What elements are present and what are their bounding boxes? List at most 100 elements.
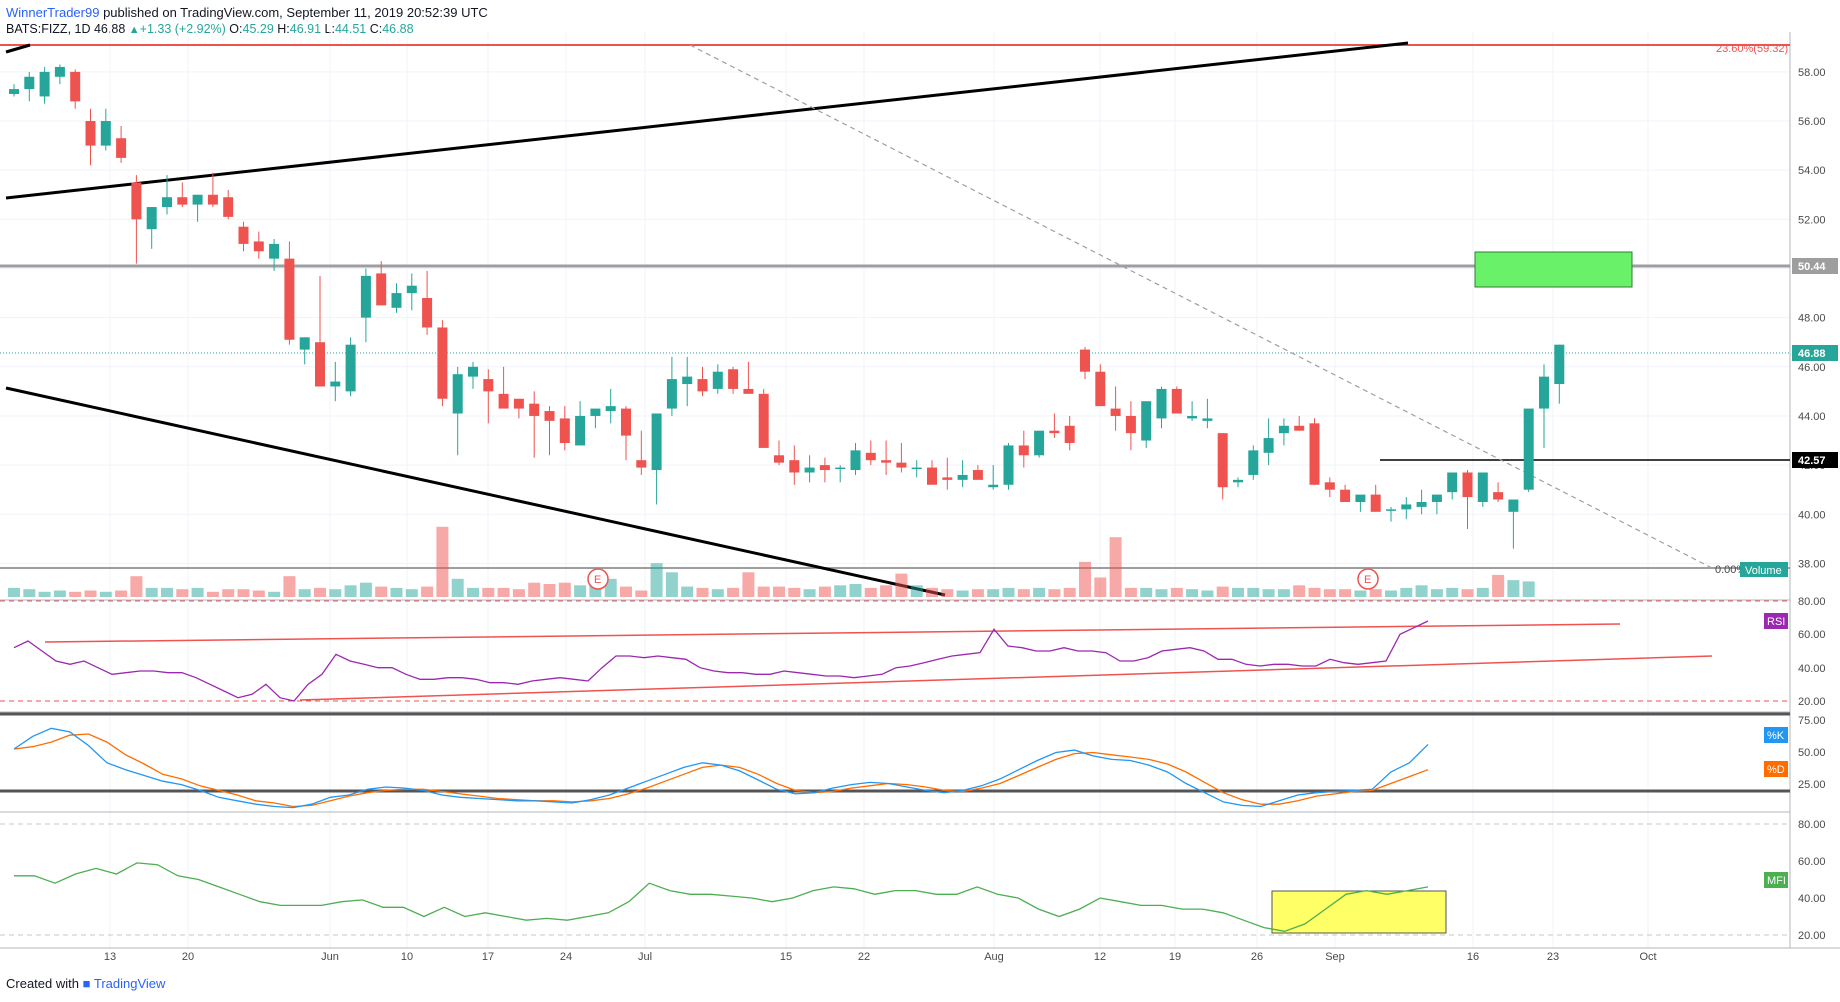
mfi-highlight-box: [1271, 890, 1447, 934]
volume-bar: [436, 526, 449, 597]
candle-body: [223, 197, 234, 217]
candle-body: [697, 379, 708, 392]
volume-bar: [818, 586, 831, 597]
mfi-badge-label: MFI: [1767, 875, 1786, 887]
volume-bar: [1492, 574, 1505, 597]
volume-bar: [1400, 587, 1413, 597]
date-tick-label: Aug: [984, 951, 1004, 963]
volume-bar: [482, 587, 495, 597]
candle-body: [1141, 401, 1152, 441]
volume-bar: [880, 585, 893, 597]
date-axis[interactable]: 13 20 Jun 10 17 24 Jul 15 22 Aug 12 19 26 Sep 16 23 Oct: [104, 951, 1657, 963]
candle-body: [1370, 494, 1381, 512]
price-tick-label: 56.00: [1798, 116, 1826, 128]
volume-bar: [451, 578, 464, 597]
candle-body: [804, 467, 815, 473]
author-link[interactable]: WinnerTrader99: [6, 5, 100, 20]
candle-body: [1539, 376, 1549, 409]
candlestick-series: [9, 64, 1565, 549]
volume-bar: [1063, 587, 1076, 597]
candle-body: [1110, 408, 1121, 416]
footer: Created with ■ TradingView: [6, 976, 165, 991]
candle-body: [315, 342, 325, 387]
price-tick-label: 48.00: [1798, 313, 1826, 325]
candle-body: [621, 408, 631, 436]
last-price: 46.88: [93, 22, 126, 36]
tradingview-logo-icon: ■: [82, 976, 91, 991]
rsi-pane[interactable]: [0, 600, 1790, 702]
volume-bar: [252, 590, 265, 597]
upper-trendline: [5, 41, 1409, 200]
volume-bar: [390, 587, 403, 597]
level-tag: [1792, 452, 1838, 468]
trend-lines[interactable]: [5, 41, 1713, 597]
rsi-line: [13, 620, 1429, 702]
candle-body: [422, 297, 433, 328]
candle-body: [131, 182, 142, 220]
candle-body: [1401, 504, 1412, 510]
volume-bar: [1461, 589, 1474, 597]
volume-bar: [375, 586, 388, 597]
candle-body: [988, 484, 999, 488]
lower-trendline: [5, 386, 946, 597]
price-tags: 50.44 46.88 42.57: [1792, 258, 1838, 468]
resistance-tag-label: 50.44: [1798, 261, 1826, 273]
price-tick-label: 44.00: [1798, 411, 1826, 423]
candle-body: [192, 194, 203, 205]
volume-bar: [1476, 587, 1489, 597]
candle-body: [1187, 415, 1198, 419]
candle-body: [498, 393, 509, 409]
volume-bar: [1247, 587, 1260, 597]
candle-body: [1217, 433, 1228, 488]
candle-body: [162, 197, 172, 208]
volume-bar: [1507, 580, 1520, 597]
candle-body: [207, 194, 218, 205]
volume-bar: [665, 572, 678, 597]
price-tick-label: 52.00: [1798, 214, 1826, 226]
candle-body: [54, 66, 65, 77]
candle-body: [1386, 509, 1396, 511]
target-zone-box[interactable]: [1474, 251, 1633, 288]
candle-body: [881, 460, 892, 463]
date-tick-label: Jun: [321, 951, 339, 963]
candle-body: [269, 243, 280, 259]
volume-bar: [359, 582, 372, 597]
volume-bar: [1323, 589, 1336, 597]
candle-body: [1263, 438, 1274, 453]
candle-body: [1340, 489, 1351, 502]
symbol-label[interactable]: BATS:FIZZ, 1D: [6, 22, 91, 36]
volume-bar: [1262, 589, 1275, 597]
stoch-pane[interactable]: [0, 712, 1790, 809]
candle-body: [1171, 388, 1182, 414]
mfi-pane[interactable]: [0, 823, 1790, 936]
volume-bar: [268, 591, 281, 597]
candle-body: [850, 450, 861, 471]
indicator-axes: 80.00 60.00 40.00 20.00 75.00 50.00 25.00 80.00…: [1798, 596, 1826, 942]
price-axis[interactable]: 58.0056.0054.0052.0050.0048.0046.0044.00…: [1798, 67, 1826, 571]
volume-bar: [405, 589, 418, 597]
upper-trendline-stub: [5, 43, 31, 54]
date-tick-label: Jul: [638, 951, 652, 963]
volume-bar: [1124, 587, 1137, 597]
volume-bar: [788, 587, 801, 597]
volume-bar: [711, 589, 724, 597]
candle-body: [468, 366, 478, 377]
volume-bar: [8, 587, 20, 597]
indicator-badges[interactable]: Volume RSI %K %D MFI: [1740, 562, 1788, 888]
candle-body: [1493, 492, 1504, 500]
volume-bar: [1232, 587, 1244, 597]
date-tick-label: 19: [1169, 951, 1181, 963]
open-value: 45.29: [242, 22, 274, 36]
earnings-markers[interactable]: E E: [587, 568, 1379, 590]
price-tick-label: 46.00: [1798, 362, 1826, 374]
volume-bar: [145, 587, 158, 597]
candle-body: [1431, 494, 1442, 502]
horizontal-levels[interactable]: 23.60%(59.32) 0.00%: [0, 43, 1790, 576]
candle-body: [513, 398, 524, 409]
candle-body: [942, 477, 953, 480]
tradingview-brand-link[interactable]: TradingView: [93, 976, 166, 991]
candle-body: [253, 241, 264, 252]
stoch-d-badge: [1764, 761, 1788, 777]
candle-body: [774, 455, 784, 463]
